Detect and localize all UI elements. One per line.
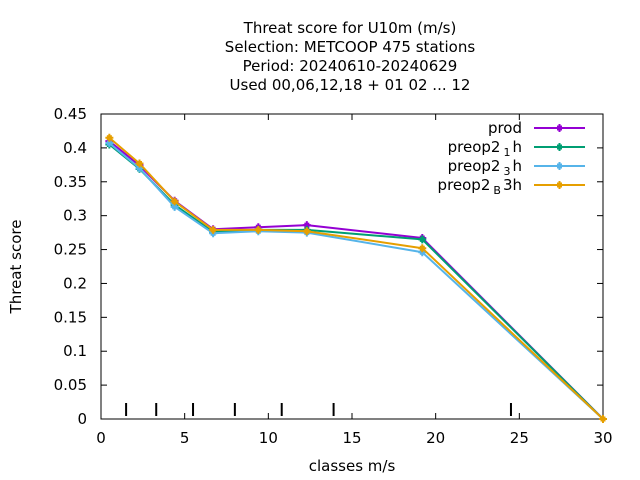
y-tick-label: 0.1	[63, 342, 87, 360]
title-line: Selection: METCOOP 475 stations	[225, 38, 476, 56]
x-tick-label: 25	[510, 429, 529, 447]
y-axis-label: Threat score	[7, 220, 25, 315]
title-line: Threat score for U10m (m/s)	[243, 19, 457, 37]
title-line: Used 00,06,12,18 + 01 02 ... 12	[230, 76, 471, 94]
legend-label: preop2 B 3h	[438, 176, 522, 197]
legend-item: prod	[488, 119, 585, 137]
legend-suffix: h	[512, 157, 522, 175]
y-axis: 0 0.05 0.1 0.15 0.2 0.25 0.3 0.35 0.4 0.45	[54, 105, 603, 428]
series-line	[108, 143, 604, 420]
series-line	[108, 142, 604, 420]
series-line	[108, 136, 604, 420]
class-limit-marks	[125, 403, 512, 416]
data-point	[209, 225, 218, 234]
legend-subscript: B	[493, 184, 501, 197]
x-axis: 0 5 10 15 20 25 30	[96, 114, 613, 447]
data-point	[254, 225, 263, 234]
legend-item: preop2 1 h	[448, 138, 585, 159]
y-tick-label: 0.05	[54, 376, 87, 394]
data-point	[418, 235, 427, 244]
series-line	[108, 140, 604, 420]
legend-subscript: 1	[503, 146, 510, 159]
x-tick-label: 10	[259, 429, 278, 447]
legend-label: preop2 3 h	[448, 157, 522, 178]
y-tick-label: 0.4	[63, 139, 87, 157]
legend-label: prod	[488, 119, 522, 137]
legend-name: preop2	[448, 157, 501, 175]
y-tick-label: 0.2	[63, 274, 87, 292]
legend-subscript: 3	[503, 165, 510, 178]
y-tick-label: 0.35	[54, 173, 87, 191]
x-tick-label: 30	[593, 429, 612, 447]
data-point	[418, 244, 427, 253]
data-point	[599, 415, 607, 423]
data-point	[170, 197, 179, 206]
x-tick-label: 5	[180, 429, 190, 447]
series-2	[105, 139, 607, 423]
series-0	[105, 137, 607, 423]
y-tick-label: 0.15	[54, 308, 87, 326]
legend-suffix: 3h	[503, 176, 522, 194]
legend-suffix: h	[512, 138, 522, 156]
y-tick-label: 0.45	[54, 105, 87, 123]
x-tick-label: 15	[342, 429, 361, 447]
plot-frame	[100, 113, 604, 420]
legend-name: preop2	[438, 176, 491, 194]
y-tick-label: 0	[77, 410, 87, 428]
data-point	[302, 227, 311, 236]
y-tick-label: 0.3	[63, 207, 87, 225]
x-axis-label: classes m/s	[309, 457, 396, 475]
chart-title: Threat score for U10m (m/s)Selection: ME…	[225, 19, 476, 94]
series-1	[105, 140, 607, 423]
y-tick-label: 0.25	[54, 241, 87, 259]
x-tick-label: 20	[426, 429, 445, 447]
data-point	[135, 159, 144, 168]
data-point	[105, 133, 114, 142]
title-line: Period: 20240610-20240629	[243, 57, 458, 75]
legend-name: preop2	[448, 138, 501, 156]
legend-label: preop2 1 h	[448, 138, 522, 159]
legend-name: prod	[488, 119, 522, 137]
series-group	[105, 133, 607, 423]
legend-item: preop2 B 3h	[438, 176, 585, 197]
x-tick-label: 0	[96, 429, 106, 447]
legend-item: preop2 3 h	[448, 157, 585, 178]
series-3	[105, 133, 607, 423]
